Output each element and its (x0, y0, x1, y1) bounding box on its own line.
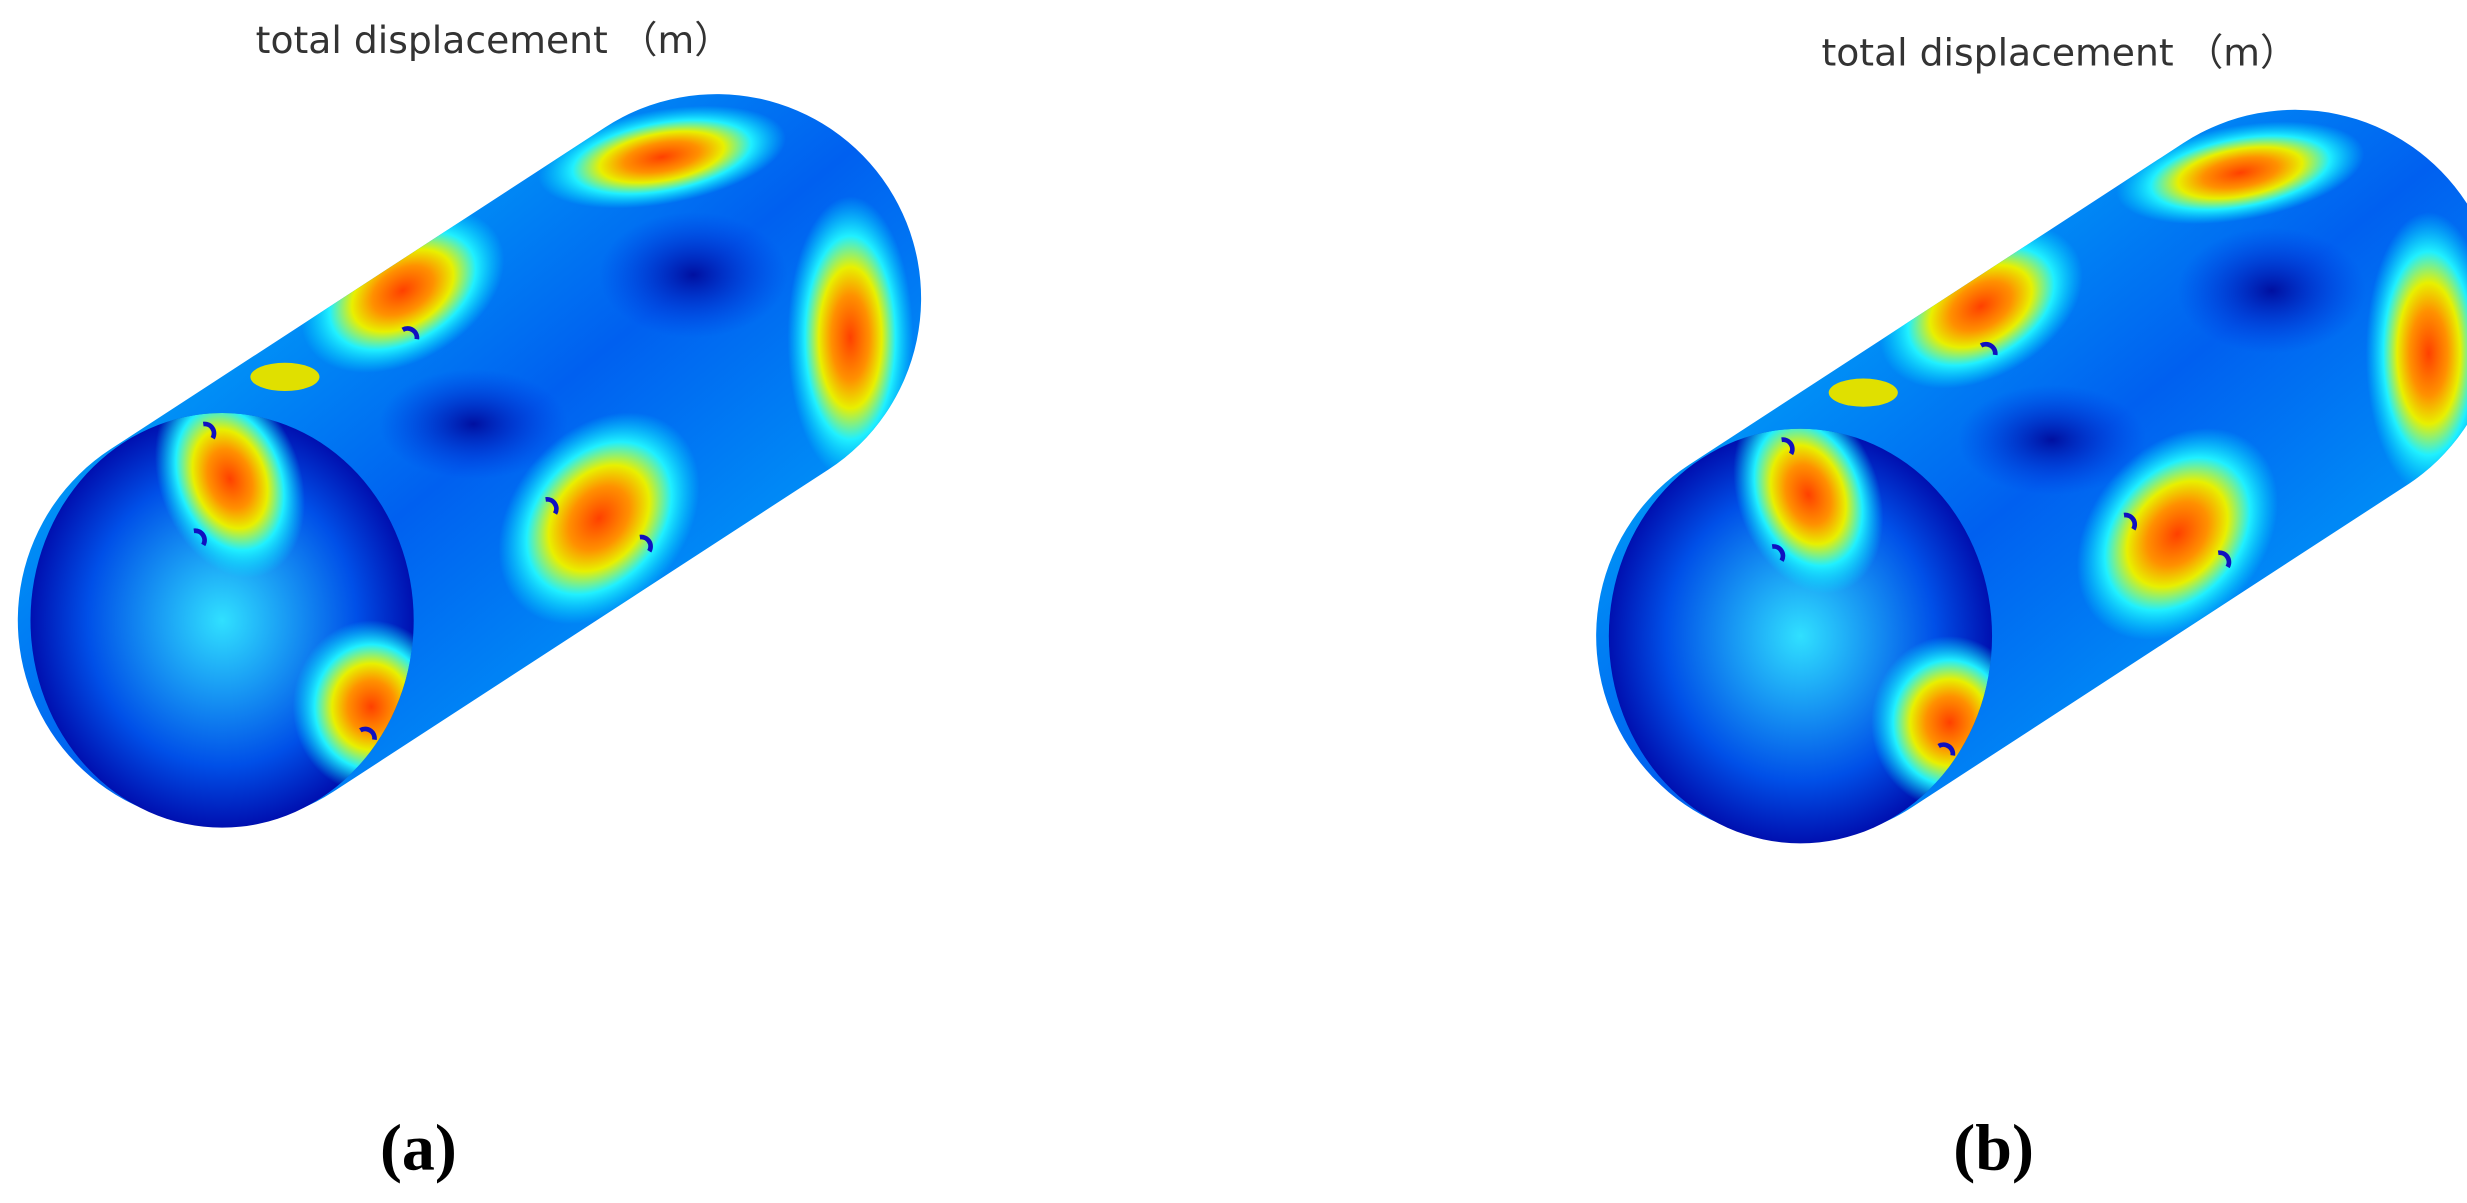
panel-label: (b) (1953, 1111, 2034, 1184)
panel-title: total displacement （m） (1821, 30, 2297, 74)
panel-title: total displacement （m） (256, 18, 732, 62)
panel-label: (a) (380, 1111, 457, 1184)
panel-b: total displacement （m） (b) (1596, 30, 2467, 1184)
cylinder-render (1596, 105, 2467, 844)
panel-a: total displacement （m） (a) (18, 18, 921, 1184)
cylinder-render (18, 89, 921, 828)
